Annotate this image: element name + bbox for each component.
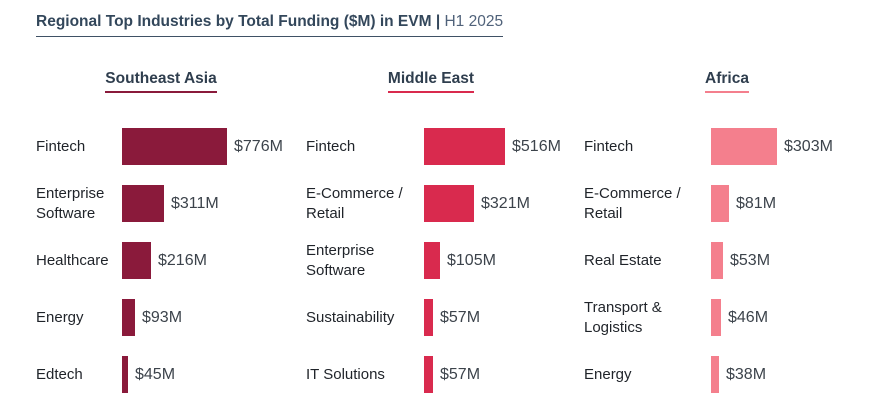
industry-row-e-commerce-retail: E-Commerce / Retail $81M [584, 175, 870, 232]
industry-label: Healthcare [36, 251, 109, 269]
funding-value: $311M [171, 194, 219, 212]
funding-value: $93M [142, 308, 183, 326]
funding-value: $321M [481, 194, 530, 212]
industry-label: Sustainability [306, 308, 395, 326]
region-header-southeast-asia: Southeast Asia [105, 70, 217, 93]
industry-label: E-Commerce / Retail [306, 185, 403, 222]
industry-label: Edtech [36, 365, 83, 383]
industry-row-real-estate: Real Estate $53M [584, 232, 870, 289]
chart-title-period: H1 2025 [444, 13, 504, 30]
funding-bar [711, 128, 777, 165]
region-header-wrap: Africa [584, 70, 870, 96]
industry-row-enterprise-software: Enterprise Software $105M [306, 232, 556, 289]
chart-title: Regional Top Industries by Total Funding… [36, 13, 504, 37]
funding-bar [424, 299, 433, 336]
industry-row-healthcare: Healthcare $216M [36, 232, 286, 289]
industry-rows: Fintech $303M E-Commerce / Retail $81M Real … [584, 118, 870, 403]
industry-label: E-Commerce / Retail [584, 185, 681, 222]
industry-row-e-commerce-retail: E-Commerce / Retail $321M [306, 175, 556, 232]
funding-bar [122, 128, 227, 165]
funding-bar [711, 299, 721, 336]
region-header-middle-east: Middle East [387, 70, 475, 93]
chart-title-main: Regional Top Industries by Total Funding… [36, 13, 441, 30]
industry-label: Fintech [36, 137, 86, 155]
funding-value: $105M [447, 251, 496, 269]
funding-value: $38M [726, 365, 767, 383]
funding-bar [424, 185, 474, 222]
funding-bar [711, 242, 723, 279]
region-column-africa: Africa Fintech $303M E-Commerce / Retail $81… [584, 70, 870, 403]
funding-bar [122, 356, 128, 393]
funding-bar [711, 185, 729, 222]
region-header-wrap: Southeast Asia [36, 70, 286, 96]
funding-value: $516M [512, 137, 561, 155]
funding-value: $57M [440, 308, 481, 326]
industry-row-it-solutions: IT Solutions $57M [306, 346, 556, 403]
industry-rows: Fintech $516M E-Commerce / Retail $321M Ente… [306, 118, 561, 403]
region-column-middle-east: Middle East Fintech $516M E-Commerce / Reta… [306, 70, 561, 403]
industry-row-fintech: Fintech $516M [306, 118, 561, 175]
funding-value: $46M [728, 308, 769, 326]
industry-row-enterprise-software: Enterprise Software $311M [36, 175, 286, 232]
industry-row-sustainability: Sustainability $57M [306, 289, 556, 346]
industry-rows: Fintech $776M Enterprise Software $311M Heal… [36, 118, 286, 403]
region-header-wrap: Middle East [306, 70, 556, 96]
industry-label: Transport & Logistics [584, 299, 662, 336]
industry-label: Enterprise Software [306, 242, 375, 279]
industry-row-fintech: Fintech $776M [36, 118, 286, 175]
region-columns: Southeast Asia Fintech $776M Enterprise Sof… [0, 70, 872, 403]
funding-bar [424, 242, 440, 279]
funding-value: $303M [784, 137, 833, 155]
funding-bar [711, 356, 719, 393]
region-column-southeast-asia: Southeast Asia Fintech $776M Enterprise Sof… [36, 70, 286, 403]
funding-value: $216M [158, 251, 207, 269]
industry-label: Energy [36, 308, 84, 326]
industry-row-fintech: Fintech $303M [584, 118, 870, 175]
industry-row-energy: Energy $38M [584, 346, 870, 403]
funding-value: $57M [440, 365, 481, 383]
industry-label: Fintech [306, 137, 356, 155]
funding-value: $776M [234, 137, 283, 155]
funding-value: $45M [135, 365, 176, 383]
industry-label: Real Estate [584, 251, 662, 269]
industry-row-transport-logistics: Transport & Logistics $46M [584, 289, 870, 346]
funding-bar [122, 242, 151, 279]
industry-label: Fintech [584, 137, 634, 155]
funding-value: $81M [736, 194, 777, 212]
funding-bar [424, 128, 505, 165]
industry-label: Energy [584, 365, 632, 383]
funding-value: $53M [730, 251, 771, 269]
region-header-africa: Africa [705, 70, 749, 93]
industry-label: Enterprise Software [36, 185, 105, 222]
industry-row-edtech: Edtech $45M [36, 346, 286, 403]
funding-bar [122, 185, 164, 222]
industry-label: IT Solutions [306, 365, 385, 383]
funding-bar [122, 299, 135, 336]
industry-row-energy: Energy $93M [36, 289, 286, 346]
funding-bar [424, 356, 433, 393]
